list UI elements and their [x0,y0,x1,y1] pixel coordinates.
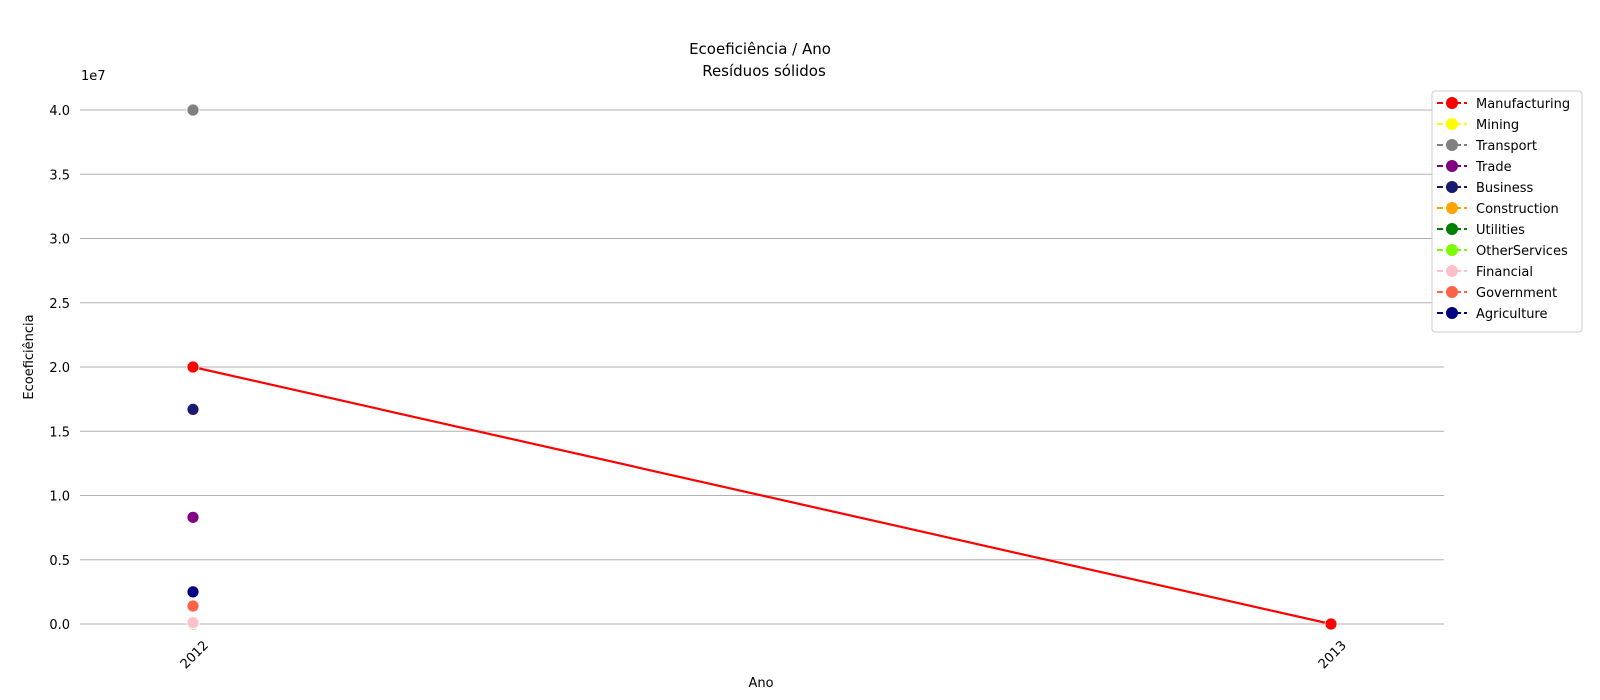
legend-entry: Business [1437,181,1534,196]
y-tick-label: 4.0 [49,104,70,119]
x-tick-label: 2012 [178,638,212,672]
chart-subtitle: Resíduos sólidos [702,62,826,80]
legend-entry: Trade [1437,160,1512,175]
legend-entry: Construction [1437,202,1559,217]
data-point-financial [186,616,200,630]
y-tick-labels: 0.0 0.5 1.0 1.5 2.0 2.5 3.0 3.5 4.0 [49,104,70,633]
legend-label: Trade [1475,160,1512,175]
data-point-business [186,403,200,416]
y-tick-label: 0.5 [49,554,70,569]
data-point-agriculture [186,585,200,599]
legend-marker [1446,202,1458,214]
y-tick-label: 1.0 [49,490,70,505]
data-point-government [186,599,200,613]
legend-label: Utilities [1476,223,1525,238]
legend-label: Transport [1475,139,1537,154]
y-tick-label: 3.5 [49,168,70,183]
legend-label: Manufacturing [1476,97,1570,112]
legend-label: Construction [1476,202,1559,217]
legend-entry: Transport [1437,139,1537,154]
legend-marker [1446,286,1458,298]
legend-label: Financial [1476,265,1533,280]
legend-marker [1446,307,1458,319]
data-point-transport [186,103,200,117]
legend-marker [1446,160,1458,172]
data-point-manufacturing [1324,617,1338,631]
legend-marker [1446,118,1458,130]
legend-entry: Utilities [1437,223,1525,238]
legend-entry: Financial [1437,265,1533,280]
legend-label: Government [1476,286,1557,301]
y-axis-label: Ecoeficiência [22,314,37,399]
legend-box [1431,90,1583,333]
x-tick-label: 2013 [1316,638,1350,672]
x-tick-labels: 2012 2013 [178,638,1350,672]
legend-label: Business [1476,181,1534,196]
legend-marker [1446,244,1458,256]
y-scale-label: 1e7 [81,69,106,84]
data-point-trade [186,510,200,524]
legend-label: Mining [1476,118,1519,133]
series-lines [192,365,1332,626]
series-line-manufacturing [192,365,1332,626]
legend-entry: Mining [1437,118,1519,133]
data-point-manufacturing [186,360,200,374]
legend-entry: OtherServices [1437,244,1568,259]
legend-label: Agriculture [1476,307,1548,322]
legend-marker [1446,265,1458,277]
data-points [186,103,1338,631]
legend-marker [1446,223,1458,235]
gridlines [80,109,1444,625]
y-tick-label: 1.5 [49,425,70,440]
legend-entry: Manufacturing [1437,97,1570,112]
y-tick-label: 3.0 [49,233,70,248]
legend-marker [1446,139,1458,151]
legend-entry: Agriculture [1437,307,1548,322]
x-axis-label: Ano [748,676,773,691]
legend-entry: Government [1437,286,1557,301]
legend-marker [1446,97,1458,109]
y-tick-label: 2.5 [49,297,70,312]
chart-title: Ecoeficiência / Ano [689,40,831,58]
legend-marker [1446,181,1458,193]
y-tick-label: 2.0 [49,361,70,376]
legend-label: OtherServices [1476,244,1568,259]
legend: Manufacturing Mining Transport Trade Busines… [1431,90,1583,333]
y-tick-label: 0.0 [49,618,70,633]
